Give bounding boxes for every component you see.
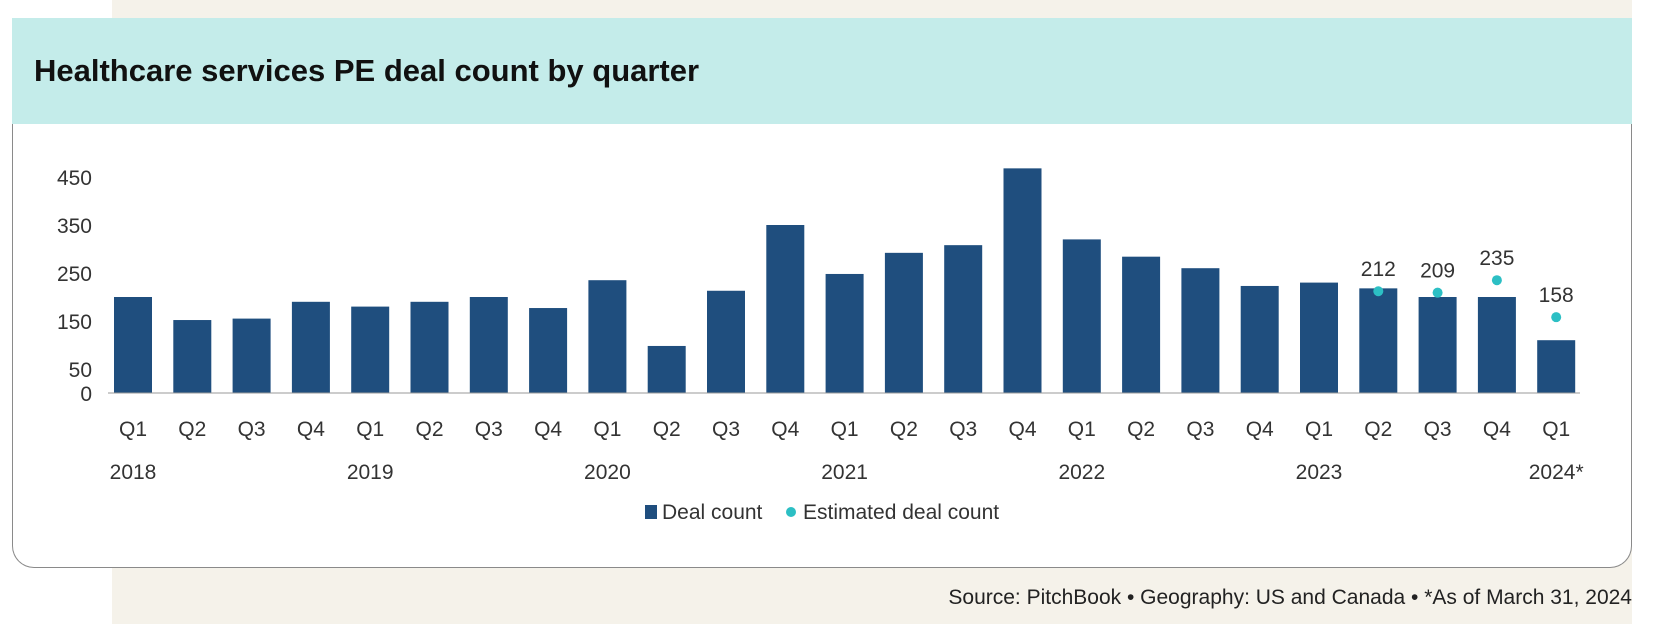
x-tick-label: Q2 bbox=[415, 418, 443, 441]
bar-deal-count bbox=[469, 297, 508, 393]
year-label: 2020 bbox=[584, 461, 631, 484]
bar-deal-count bbox=[410, 301, 449, 393]
year-label: 2021 bbox=[821, 461, 868, 484]
x-tick-label: Q1 bbox=[1542, 418, 1570, 441]
estimate-label: 235 bbox=[1479, 247, 1514, 270]
estimate-dot bbox=[1551, 312, 1562, 323]
bar-deal-count bbox=[232, 318, 271, 393]
x-tick-label: Q3 bbox=[712, 418, 740, 441]
x-tick-label: Q2 bbox=[890, 418, 918, 441]
bar-deal-count bbox=[173, 320, 212, 393]
x-tick-label: Q4 bbox=[1246, 418, 1274, 441]
x-tick-label: Q2 bbox=[1364, 418, 1392, 441]
bar-deal-count bbox=[1477, 297, 1516, 393]
legend-swatch-deal-count bbox=[645, 505, 657, 519]
bar-deal-count bbox=[1003, 168, 1042, 393]
bar-deal-count bbox=[351, 306, 390, 393]
bar-deal-count bbox=[647, 345, 686, 393]
year-label: 2019 bbox=[347, 461, 394, 484]
x-tick-label: Q3 bbox=[1424, 418, 1452, 441]
bar-deal-count bbox=[707, 290, 745, 393]
x-tick-label: Q2 bbox=[1127, 418, 1155, 441]
x-tick-label: Q1 bbox=[831, 418, 859, 441]
legend-label-deal-count: Deal count bbox=[662, 501, 763, 524]
x-tick-label: Q4 bbox=[534, 418, 562, 441]
y-tick-label: 250 bbox=[57, 263, 92, 286]
x-tick-label: Q1 bbox=[1305, 418, 1333, 441]
bar-deal-count bbox=[1418, 297, 1457, 393]
x-tick-label: Q3 bbox=[949, 418, 977, 441]
estimate-dot bbox=[1432, 287, 1443, 298]
x-tick-label: Q2 bbox=[653, 418, 681, 441]
x-tick-label: Q4 bbox=[771, 418, 799, 441]
bar-deal-count bbox=[825, 273, 864, 393]
estimate-label: 158 bbox=[1539, 284, 1574, 307]
bar-deal-count bbox=[884, 252, 923, 393]
x-tick-label: Q1 bbox=[593, 418, 621, 441]
y-tick-label: 150 bbox=[57, 311, 92, 334]
x-tick-label: Q4 bbox=[1008, 418, 1036, 441]
year-label: 2018 bbox=[110, 461, 157, 484]
estimate-dot bbox=[1491, 275, 1502, 286]
x-tick-label: Q4 bbox=[1483, 418, 1511, 441]
year-label: 2022 bbox=[1058, 461, 1105, 484]
bar-deal-count bbox=[766, 225, 805, 393]
estimate-dot bbox=[1373, 286, 1384, 297]
x-tick-label: Q2 bbox=[178, 418, 206, 441]
year-label: 2023 bbox=[1296, 461, 1343, 484]
x-tick-label: Q1 bbox=[356, 418, 384, 441]
bar-deal-count bbox=[529, 308, 568, 393]
x-tick-label: Q4 bbox=[297, 418, 325, 441]
chart-title: Healthcare services PE deal count by qua… bbox=[34, 53, 700, 88]
bar-deal-count bbox=[1300, 282, 1338, 393]
source-note: Source: PitchBook • Geography: US and Ca… bbox=[948, 586, 1632, 609]
bar-deal-count bbox=[588, 280, 627, 393]
x-tick-label: Q3 bbox=[1186, 418, 1214, 441]
legend-swatch-estimated bbox=[786, 507, 796, 517]
x-tick-label: Q3 bbox=[475, 418, 503, 441]
bar-deal-count bbox=[944, 245, 983, 393]
legend-label-estimated: Estimated deal count bbox=[803, 501, 999, 524]
estimate-label: 212 bbox=[1361, 258, 1396, 281]
bar-deal-count bbox=[1537, 340, 1576, 393]
y-tick-label: 450 bbox=[57, 167, 92, 190]
bar-deal-count bbox=[1062, 239, 1101, 393]
bar-deal-count bbox=[1122, 256, 1161, 393]
chart-header: Healthcare services PE deal count by qua… bbox=[12, 18, 1632, 124]
estimate-label: 209 bbox=[1420, 260, 1455, 283]
x-tick-label: Q1 bbox=[1068, 418, 1096, 441]
bar-deal-count bbox=[1359, 288, 1398, 393]
bar-deal-count bbox=[114, 297, 152, 393]
y-tick-label: 0 bbox=[80, 383, 92, 406]
year-label: 2024* bbox=[1529, 461, 1584, 484]
y-tick-label: 350 bbox=[57, 215, 92, 238]
bar-deal-count bbox=[291, 301, 330, 393]
x-tick-label: Q3 bbox=[238, 418, 266, 441]
y-tick-label: 50 bbox=[69, 359, 92, 382]
bar-deal-count bbox=[1240, 285, 1279, 393]
bar-deal-count bbox=[1181, 268, 1220, 393]
x-tick-label: Q1 bbox=[119, 418, 147, 441]
